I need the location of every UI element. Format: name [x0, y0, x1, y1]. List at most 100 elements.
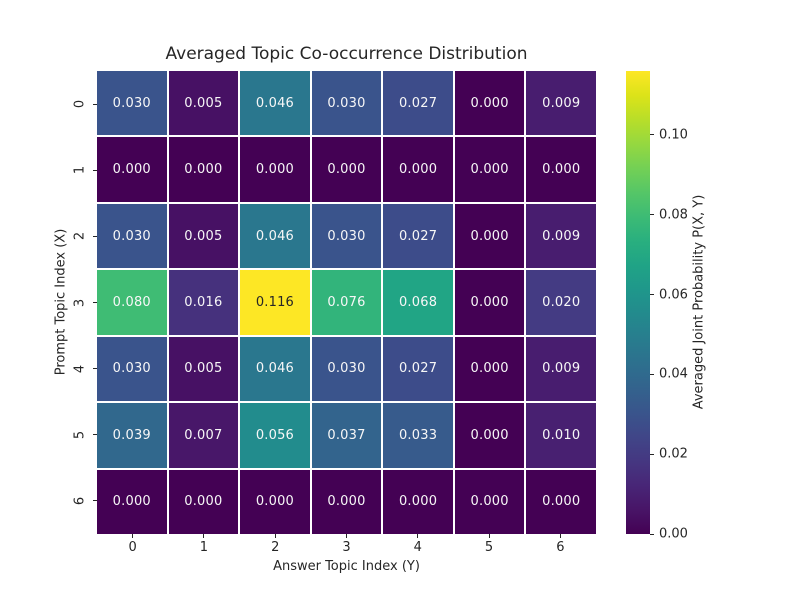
heatmap-cell-r1-c4: 0.000	[383, 137, 453, 202]
colorbar-tick-label-0.04: 0.04	[659, 366, 688, 382]
cell-value: 0.005	[184, 95, 223, 111]
heatmap-cell-r6-c0: 0.000	[97, 469, 167, 534]
x-tick-mark	[132, 534, 134, 538]
x-tick-mark	[203, 534, 205, 538]
heatmap-cell-r2-c4: 0.027	[383, 203, 453, 269]
y-tick-label-3: 3	[72, 298, 88, 307]
cell-value: 0.007	[184, 427, 223, 443]
cell-value: 0.000	[470, 228, 509, 244]
heatmap-cell-r5-c4: 0.033	[383, 403, 453, 468]
cell-value: 0.056	[255, 427, 295, 443]
colorbar-tick-mark	[650, 453, 654, 455]
colorbar-tick-label-0.02: 0.02	[659, 446, 688, 462]
y-tick-label-6: 6	[72, 496, 88, 506]
heatmap-cell-r3-c4: 0.068	[383, 270, 453, 335]
heatmap-cell-r3-c2: 0.116	[240, 270, 310, 335]
cell-value: 0.000	[398, 162, 438, 178]
heatmap-cell-r3-c0: 0.080	[97, 270, 167, 335]
y-tick-label-1: 1	[72, 166, 88, 175]
y-tick-label-0: 0	[72, 99, 88, 109]
heatmap-cell-r0-c5: 0.000	[454, 71, 525, 136]
cell-value: 0.000	[470, 162, 509, 178]
y-tick-mark	[93, 302, 97, 303]
chart-title: Averaged Topic Co-occurrence Distributio…	[165, 44, 528, 64]
cell-value: 0.068	[398, 294, 438, 310]
cell-value: 0.009	[542, 361, 581, 377]
heatmap-cell-r5-c5: 0.000	[454, 403, 525, 468]
cell-value: 0.000	[398, 494, 438, 510]
heatmap-cell-r1-c0: 0.000	[97, 137, 167, 202]
heatmap-cell-r0-c1: 0.005	[168, 71, 239, 136]
x-axis-label: Answer Topic Index (Y)	[273, 559, 420, 574]
x-tick-label-5: 5	[484, 540, 494, 555]
cell-value: 0.005	[184, 361, 223, 377]
colorbar-tick-mark	[650, 294, 654, 296]
heatmap-cell-r0-c2: 0.046	[240, 71, 310, 136]
cell-value: 0.000	[255, 162, 295, 178]
x-tick-mark	[346, 534, 347, 538]
x-tick-label-2: 2	[271, 540, 280, 555]
cell-value: 0.000	[112, 494, 151, 510]
cell-value: 0.000	[470, 361, 509, 377]
heatmap-cell-r3-c3: 0.076	[311, 270, 382, 335]
cell-value: 0.027	[398, 228, 438, 244]
x-tick-mark	[274, 534, 276, 538]
cell-value: 0.030	[112, 228, 151, 244]
cell-value: 0.000	[470, 95, 509, 111]
colorbar-tick-mark	[650, 134, 654, 136]
cell-value: 0.000	[542, 494, 581, 510]
x-tick-label-0: 0	[128, 540, 137, 555]
colorbar-gradient	[626, 71, 650, 534]
y-tick-mark	[93, 235, 97, 237]
heatmap-cell-r3-c5: 0.000	[454, 270, 525, 335]
cell-value: 0.016	[184, 294, 223, 310]
colorbar-label: Averaged Joint Probability P(X, Y)	[691, 194, 707, 410]
heatmap-cell-r6-c2: 0.000	[240, 469, 310, 534]
cell-value: 0.000	[470, 494, 509, 510]
cell-value: 0.080	[112, 294, 151, 310]
cell-value: 0.046	[255, 361, 295, 377]
cell-value: 0.027	[398, 361, 438, 377]
heatmap-cell-r6-c1: 0.000	[168, 469, 239, 534]
x-tick-label-1: 1	[199, 540, 209, 555]
x-tick-label-3: 3	[342, 540, 351, 555]
heatmap-cell-r1-c2: 0.000	[240, 137, 310, 202]
heatmap-cell-r1-c1: 0.000	[168, 137, 239, 202]
cell-value: 0.000	[112, 162, 151, 178]
colorbar-tick-label-0.00: 0.00	[659, 526, 688, 542]
heatmap-cell-r3-c1: 0.016	[168, 270, 239, 335]
x-tick-label-4: 4	[413, 540, 422, 555]
x-tick-mark	[417, 534, 419, 538]
heatmap-cell-r5-c3: 0.037	[311, 403, 382, 468]
cell-value: 0.000	[327, 162, 366, 178]
heatmap-cell-r0-c4: 0.027	[383, 71, 453, 136]
colorbar-tick-label-0.08: 0.08	[659, 207, 688, 223]
cell-value: 0.030	[327, 361, 366, 377]
cell-value: 0.000	[255, 494, 295, 510]
cell-value: 0.030	[327, 95, 366, 111]
cell-value: 0.000	[470, 294, 509, 310]
cell-value: 0.039	[112, 427, 151, 443]
cell-value: 0.009	[542, 228, 581, 244]
x-tick-mark	[488, 534, 490, 538]
heatmap-cell-r5-c0: 0.039	[97, 403, 167, 468]
colorbar-tick-mark	[650, 373, 654, 375]
heatmap-cell-r4-c3: 0.030	[311, 336, 382, 402]
heatmap-cell-r0-c3: 0.030	[311, 71, 382, 136]
heatmap-cell-r1-c3: 0.000	[311, 137, 382, 202]
y-tick-mark	[93, 103, 97, 105]
heatmap-cell-r1-c6: 0.000	[526, 137, 596, 202]
heatmap-cell-r0-c6: 0.009	[526, 71, 596, 136]
y-axis-label: Prompt Topic Index (X)	[53, 228, 69, 376]
cell-value: 0.009	[542, 95, 581, 111]
heatmap-cell-r5-c2: 0.056	[240, 403, 310, 468]
cell-value: 0.030	[112, 361, 151, 377]
x-tick-label-6: 6	[556, 540, 565, 555]
cell-value: 0.037	[327, 427, 366, 443]
cell-value: 0.076	[327, 294, 366, 310]
cell-value: 0.000	[327, 494, 366, 510]
heatmap-cell-r6-c6: 0.000	[526, 469, 596, 534]
cell-value: 0.046	[255, 228, 295, 244]
heatmap-cell-r2-c5: 0.000	[454, 203, 525, 269]
